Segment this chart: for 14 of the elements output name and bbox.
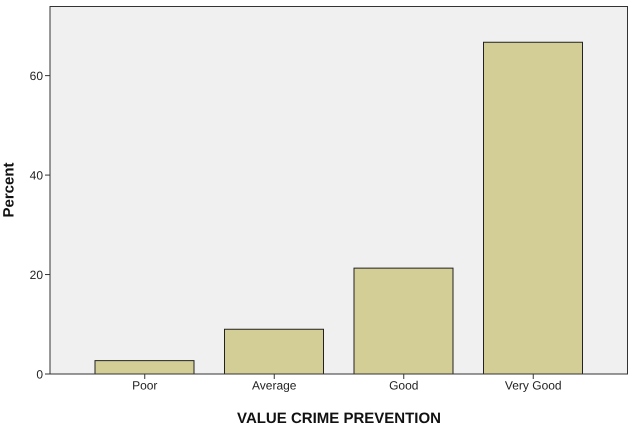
y-tick-label: 40 <box>30 168 44 182</box>
x-tick-label: Poor <box>132 378 158 393</box>
x-tick-label: Very Good <box>504 378 562 393</box>
x-axis-title: VALUE CRIME PREVENTION <box>237 410 441 425</box>
y-axis-title: Percent <box>0 162 18 218</box>
x-tick-label: Average <box>252 378 297 393</box>
y-tick-label: 20 <box>30 268 44 282</box>
x-tick-label: Good <box>389 378 418 393</box>
y-tick-label: 60 <box>30 68 44 83</box>
y-tick-label: 0 <box>36 367 44 382</box>
bar <box>224 328 324 374</box>
bar <box>354 268 454 374</box>
bar <box>94 360 194 374</box>
bar <box>483 42 583 374</box>
